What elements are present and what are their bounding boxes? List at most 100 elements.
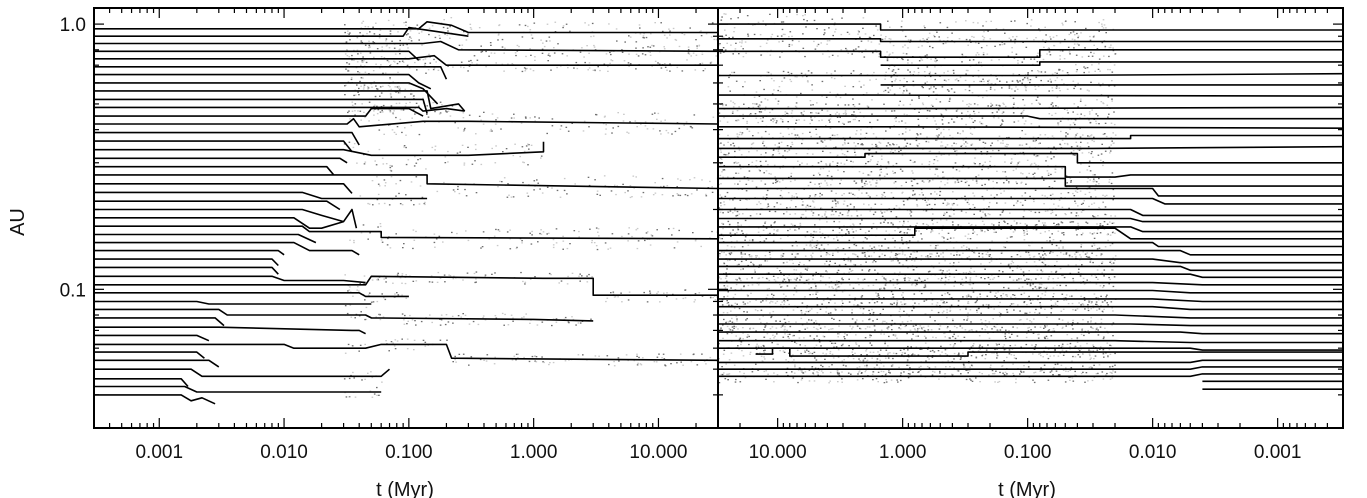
plot-frame-panel-2 [717, 7, 1344, 429]
orbit-line-p2-8 [718, 106, 1343, 110]
orbit-line-p1-23 [94, 208, 358, 229]
x-tick-label: 10.000 [629, 442, 687, 463]
x-tick-label: 1.000 [510, 442, 558, 463]
orbit-line-p1-8 [94, 82, 439, 105]
orbit-line-p2-39 [718, 373, 1343, 378]
x-tick-label: 0.001 [135, 442, 183, 463]
orbit-line-p1-18 [94, 165, 335, 176]
orbit-line-p2-36 [755, 347, 1343, 357]
orbit-line-p1-13 [94, 117, 718, 128]
orbit-line-p2-1 [718, 23, 1343, 31]
y-tick-label: 0.1 [60, 280, 86, 301]
orbit-line-p1-24 [94, 217, 344, 229]
orbit-line-p1-7 [94, 73, 432, 90]
orbit-line-p1-40 [94, 351, 205, 359]
orbit-line-p2-30 [718, 305, 1343, 311]
orbit-line-p2-16 [718, 187, 1343, 197]
orbit-line-p1-21 [94, 191, 428, 200]
orbit-line-p2-9 [718, 115, 1343, 120]
orbit-line-p1-2 [94, 26, 469, 37]
orbit-line-p2-37 [718, 359, 1343, 364]
x-tick-label: 10.000 [749, 442, 807, 463]
orbit-line-p1-15 [94, 140, 353, 153]
orbit-line-p2-18 [718, 208, 1343, 217]
x-axis-label-left: t (Myr) [376, 479, 434, 498]
orbit-line-p2-13 [718, 152, 1343, 164]
orbit-line-p1-30 [94, 266, 279, 275]
x-tick-label: 0.010 [1129, 442, 1177, 463]
orbit-line-p1-31 [94, 275, 366, 284]
orbit-line-p1-32 [94, 275, 718, 296]
orbit-line-p1-37 [94, 326, 366, 335]
orbit-line-p2-28 [718, 289, 1343, 294]
orbit-line-p1-36 [94, 317, 225, 327]
x-axis-label-right: t (Myr) [998, 479, 1056, 498]
orbit-line-p1-27 [94, 241, 360, 256]
orbit-line-p2-35 [718, 347, 1343, 351]
orbit-line-p1-41 [94, 359, 220, 368]
orbit-line-p2-14 [718, 165, 1343, 178]
orbit-line-p2-4 [880, 61, 1343, 66]
orbit-line-p2-38 [718, 366, 1343, 370]
orbit-line-p1-39 [94, 343, 718, 362]
orbit-line-p1-26 [94, 233, 317, 244]
orbit-line-p1-10 [94, 98, 428, 114]
orbit-line-p2-20 [718, 226, 1343, 233]
orbit-line-p1-28 [94, 249, 285, 256]
x-tick-label: 0.001 [1254, 442, 1302, 463]
ticks-layer [93, 8, 1344, 429]
scatter-texture-panel-2 [718, 13, 1117, 384]
orbit-line-p2-27 [718, 281, 1343, 286]
orbit-line-p2-33 [718, 331, 1343, 335]
x-tick-label: 0.100 [1004, 442, 1052, 463]
orbit-line-p1-34 [94, 300, 372, 305]
orbit-line-p1-14 [94, 131, 360, 146]
orbit-line-p1-33 [94, 292, 409, 298]
orbit-line-p2-23 [718, 249, 1343, 256]
orbit-line-p2-31 [718, 314, 1343, 319]
y-axis-label: AU [7, 208, 29, 236]
orbit-line-p2-19 [718, 217, 1343, 223]
orbit-line-p2-7 [718, 94, 1343, 97]
orbit-line-p1-45 [94, 394, 216, 405]
orbit-line-p2-2 [718, 38, 1343, 43]
orbit-line-p2-21 [718, 227, 1343, 240]
orbit-line-p1-17 [94, 157, 348, 164]
orbit-line-p1-29 [94, 258, 279, 267]
orbit-line-p1-16 [94, 141, 545, 157]
orbit-line-p1-20 [94, 183, 353, 194]
orbit-line-p2-29 [718, 298, 1343, 303]
orbit-line-p1-1 [94, 21, 718, 34]
orbit-line-p1-44 [94, 385, 382, 393]
x-tick-label: 0.010 [260, 442, 308, 463]
orbit-line-p1-6 [94, 66, 448, 80]
orbit-line-p2-24 [718, 258, 1343, 264]
orbit-line-p2-11 [718, 134, 1343, 140]
orbit-line-p2-3 [718, 49, 1343, 58]
orbit-line-p1-9 [94, 90, 466, 112]
x-tick-label: 0.100 [385, 442, 433, 463]
orbit-line-p2-34 [718, 339, 1343, 344]
orbit-line-p2-10 [718, 126, 1343, 129]
orbit-line-p1-11 [94, 106, 465, 112]
orbit-line-p1-38 [94, 334, 210, 342]
orbit-line-p1-42 [94, 368, 391, 378]
labels-layer: AU t (Myr) t (Myr) 0.001 0.010 0.100 1.000 1… [7, 15, 1301, 498]
x-tick-label: 1.000 [879, 442, 927, 463]
y-tick-label: 1.0 [60, 15, 86, 36]
orbit-line-p1-12 [94, 107, 424, 117]
orbit-line-p1-35 [94, 308, 594, 322]
orbit-line-p2-25 [718, 265, 1343, 272]
orbit-line-p2-12 [718, 145, 1343, 150]
orbit-line-p2-5 [718, 72, 1343, 77]
orbit-line-p1-3 [94, 40, 718, 53]
orbit-line-p1-19 [94, 174, 718, 190]
orbit-line-p1-25 [94, 225, 718, 240]
orbit-line-p2-26 [718, 273, 1343, 279]
orbit-line-p1-5 [94, 54, 718, 66]
orbit-line-p2-15 [718, 177, 1343, 187]
orbit-line-p2-22 [718, 241, 1343, 248]
series-lines-layer [94, 21, 1343, 405]
axes-frame-layer [93, 7, 1344, 429]
